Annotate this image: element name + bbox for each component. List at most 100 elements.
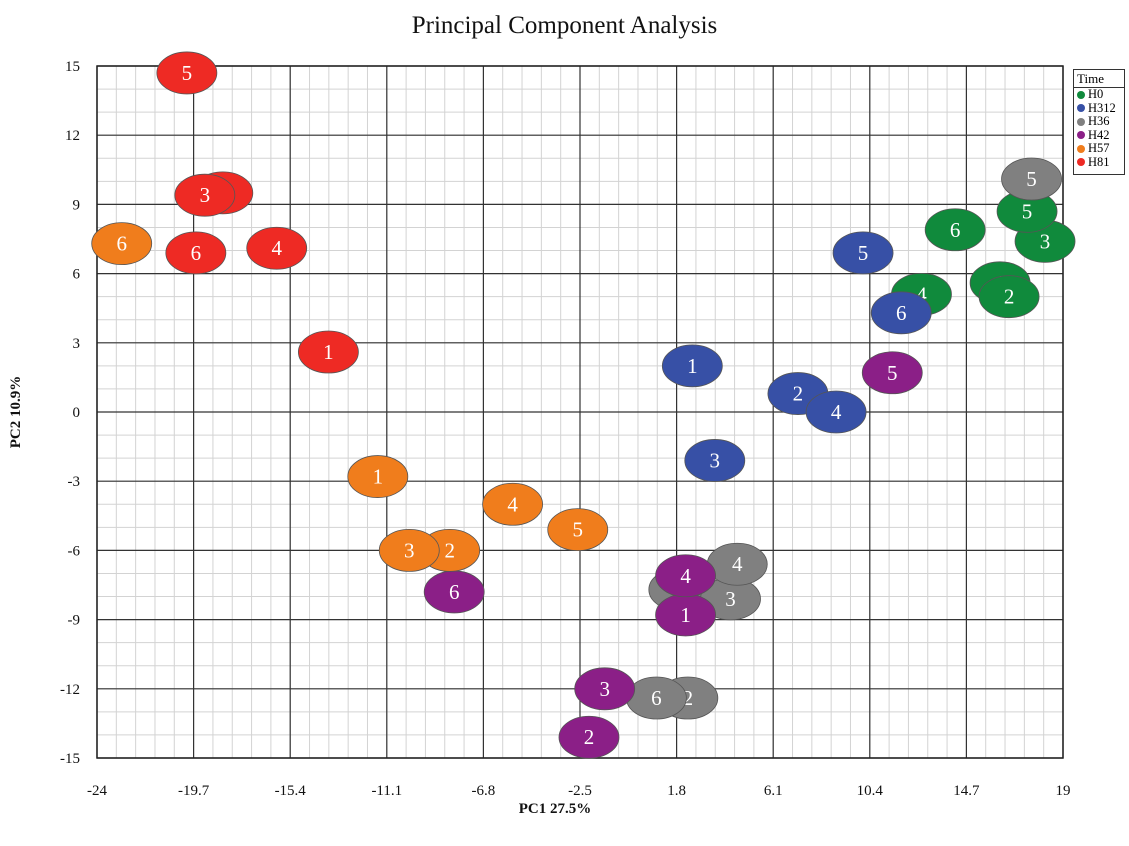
data-point-label: 2 — [584, 725, 595, 749]
y-tick-label: 3 — [73, 336, 81, 352]
data-point-label: 2 — [683, 686, 694, 710]
legend-label: H36 — [1088, 114, 1110, 129]
legend-marker-icon — [1077, 104, 1085, 113]
data-point-label: 6 — [651, 686, 662, 710]
data-point — [661, 344, 723, 388]
legend-label: H57 — [1088, 141, 1110, 156]
y-axis-label: PC2 10.9% — [8, 375, 24, 449]
data-point-label: 3 — [404, 538, 415, 562]
y-tick-label: 0 — [73, 405, 81, 421]
data-point — [156, 51, 218, 95]
y-tick-label: 12 — [65, 128, 80, 144]
data-point-label: 4 — [831, 400, 842, 424]
data-point-label: 2 — [1004, 285, 1015, 309]
data-point — [870, 291, 932, 335]
x-tick-label: -15.4 — [275, 783, 307, 799]
data-point-label: 6 — [449, 580, 460, 604]
plot-frame — [96, 65, 1064, 759]
data-point — [246, 226, 308, 270]
legend-label: H312 — [1088, 100, 1116, 115]
data-point — [558, 715, 620, 759]
data-point-label: 4 — [732, 552, 743, 576]
y-tick-label: -12 — [60, 682, 80, 698]
legend-item: H0 — [1074, 87, 1124, 102]
data-point-label: 5 — [182, 61, 193, 85]
data-point — [805, 390, 867, 434]
legend-item: H81 — [1074, 154, 1124, 170]
data-point — [297, 330, 359, 374]
data-point-label: 3 — [710, 448, 721, 472]
data-point-label: 1 — [687, 354, 698, 378]
data-point — [655, 554, 716, 598]
data-point-label: 1 — [680, 603, 691, 627]
data-point-label: 3 — [1040, 229, 1051, 253]
legend: Time H0 H312 H36 H42 H57 H81 — [1073, 69, 1125, 175]
x-tick-label: -24 — [87, 783, 107, 799]
x-tick-label: -2.5 — [568, 783, 592, 799]
data-point — [347, 455, 409, 498]
x-tick-label: -6.8 — [472, 783, 496, 799]
data-point-label: 2 — [793, 382, 804, 406]
chart-title: Principal Component Analysis — [411, 12, 718, 39]
data-point-label: 6 — [950, 218, 961, 242]
y-tick-label: -6 — [68, 543, 81, 559]
data-point — [482, 482, 544, 526]
data-point-label: 3 — [725, 587, 736, 611]
data-point-label: 5 — [1026, 167, 1037, 191]
legend-item: H57 — [1074, 141, 1124, 156]
data-point-label: 6 — [116, 232, 127, 256]
data-point-label: 4 — [916, 282, 927, 306]
data-point — [978, 275, 1040, 319]
data-point — [378, 529, 440, 572]
x-tick-label: 6.1 — [764, 783, 783, 799]
data-point — [861, 351, 923, 395]
x-tick-label: 14.7 — [953, 783, 980, 799]
data-point — [924, 208, 986, 252]
y-tick-label: 6 — [73, 267, 81, 283]
data-point-label: 4 — [271, 236, 282, 260]
y-tick-label: 9 — [73, 197, 81, 213]
data-point — [574, 667, 636, 711]
legend-label: H81 — [1088, 154, 1110, 169]
data-point-label: 6 — [896, 301, 907, 325]
y-tick-label: -9 — [68, 613, 81, 629]
data-point — [832, 231, 894, 275]
legend-marker-icon — [1077, 131, 1085, 140]
data-point — [1001, 157, 1062, 201]
y-tick-label: -3 — [68, 474, 81, 490]
legend-item: H36 — [1074, 114, 1124, 129]
legend-title: Time — [1074, 70, 1124, 88]
legend-marker-icon — [1077, 144, 1085, 153]
x-tick-label: 10.4 — [857, 783, 884, 799]
data-point-label: 5 — [858, 241, 869, 265]
data-point — [547, 508, 609, 552]
y-tick-label: 15 — [65, 59, 80, 75]
legend-label: H42 — [1088, 127, 1110, 142]
legend-marker-icon — [1077, 90, 1085, 99]
legend-marker-icon — [1077, 117, 1085, 126]
data-point-label: 1 — [373, 465, 384, 489]
x-axis-label: PC1 27.5% — [518, 801, 592, 817]
data-point — [165, 231, 227, 275]
legend-marker-icon — [1077, 158, 1085, 167]
data-point-label: 1 — [323, 340, 334, 364]
y-tick-label: -15 — [60, 751, 80, 767]
x-tick-label: 19 — [1056, 783, 1071, 799]
data-point-label: 2 — [444, 538, 455, 562]
legend-item: H42 — [1074, 127, 1124, 143]
x-tick-label: -19.7 — [178, 783, 210, 799]
data-point — [684, 439, 746, 482]
data-point-label: 5 — [887, 361, 898, 385]
data-point-label: 5 — [1022, 199, 1033, 223]
data-point-label: 3 — [599, 677, 610, 701]
data-point-label: 3 — [200, 183, 211, 207]
legend-item: H312 — [1074, 100, 1124, 116]
legend-label: H0 — [1088, 87, 1104, 102]
data-point-label: 5 — [573, 518, 584, 542]
data-point-label: 4 — [507, 492, 518, 516]
data-point-label: 4 — [680, 564, 691, 588]
data-point — [174, 173, 236, 217]
x-tick-label: -11.1 — [371, 783, 402, 799]
data-point — [91, 222, 153, 266]
